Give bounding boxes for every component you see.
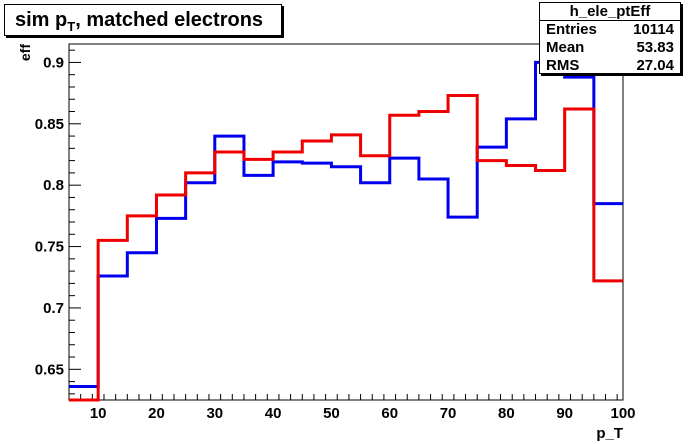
title-rest: , matched electrons [75,9,264,31]
stats-histogram-name: h_ele_ptEff [540,3,680,21]
x-tick-label: 40 [265,405,282,422]
x-tick-label: 100 [610,405,635,422]
stats-row-rms: RMS 27.04 [546,57,674,74]
stats-row-entries: Entries 10114 [546,21,674,38]
stats-label: Mean [546,39,585,56]
plot-frame [68,43,624,401]
y-axis-label: eff [17,44,33,61]
x-axis-label: p_T [596,425,623,442]
y-tick-label: 0.8 [43,177,64,194]
x-tick-label: 20 [148,405,165,422]
stats-value: 53.83 [636,39,674,56]
y-tick-label: 0.85 [35,116,64,133]
stats-label: Entries [546,21,597,38]
stats-value: 10114 [633,21,674,38]
x-tick-label: 30 [206,405,223,422]
x-tick-label: 60 [381,405,398,422]
y-tick-label: 0.9 [43,54,64,71]
x-tick-label: 70 [440,405,457,422]
y-tick-label: 0.65 [35,361,64,378]
title-main: sim p [15,9,68,31]
title-box: sim pT, matched electrons [4,4,282,36]
stats-box: h_ele_ptEff Entries 10114 Mean 53.83 RMS… [539,2,681,74]
title-subscript: T [67,19,76,34]
x-tick-label: 80 [498,405,515,422]
chart-title: sim pT, matched electrons [15,9,263,34]
stats-value: 27.04 [636,57,674,74]
stats-label: RMS [546,57,580,74]
y-tick-label: 0.7 [43,300,64,317]
series-line-red [69,94,623,402]
x-tick-label: 50 [323,405,340,422]
x-tick-label: 90 [556,405,573,422]
y-tick-label: 0.75 [35,239,64,256]
stats-row-mean: Mean 53.83 [546,39,674,56]
series-line-blue [69,60,623,388]
x-tick-label: 10 [90,405,107,422]
